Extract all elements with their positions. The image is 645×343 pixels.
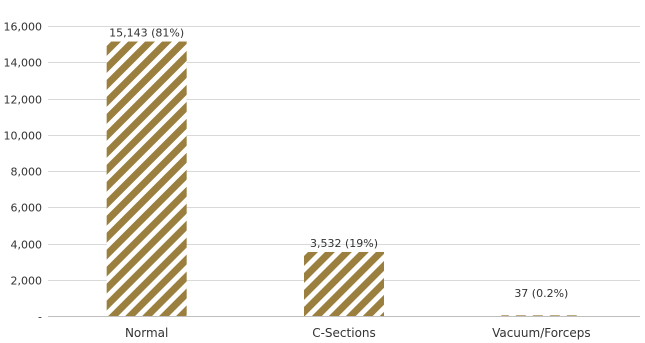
y-tick-label: 4,000 xyxy=(11,239,43,252)
bar-normal xyxy=(106,41,187,317)
y-tick-label: 8,000 xyxy=(11,166,43,179)
x-axis-category-labels: Normal C-Sections Vacuum/Forceps xyxy=(125,326,591,340)
y-tick-label: 2,000 xyxy=(11,275,43,288)
data-labels: 15,143 (81%) 3,532 (19%) 37 (0.2%) xyxy=(109,27,568,300)
bars xyxy=(106,41,582,317)
y-tick-label: 6,000 xyxy=(11,202,43,215)
data-label: 15,143 (81%) xyxy=(109,27,184,40)
bar-vacuum-forceps xyxy=(501,315,582,316)
x-category-label: C-Sections xyxy=(312,326,376,340)
y-tick-label: 14,000 xyxy=(4,57,43,70)
y-tick-label: 16,000 xyxy=(4,21,43,34)
y-axis-tick-labels: - 2,000 4,000 6,000 8,000 10,000 12,000 14,000 1… xyxy=(4,21,43,324)
x-category-label: Vacuum/Forceps xyxy=(492,326,591,340)
y-tick-label: 10,000 xyxy=(4,130,43,143)
y-tick-label: - xyxy=(38,311,42,324)
bar-c-sections xyxy=(304,251,384,316)
data-label: 37 (0.2%) xyxy=(514,287,568,300)
y-tick-label: 12,000 xyxy=(4,94,43,107)
data-label: 3,532 (19%) xyxy=(310,237,378,250)
x-category-label: Normal xyxy=(125,326,168,340)
